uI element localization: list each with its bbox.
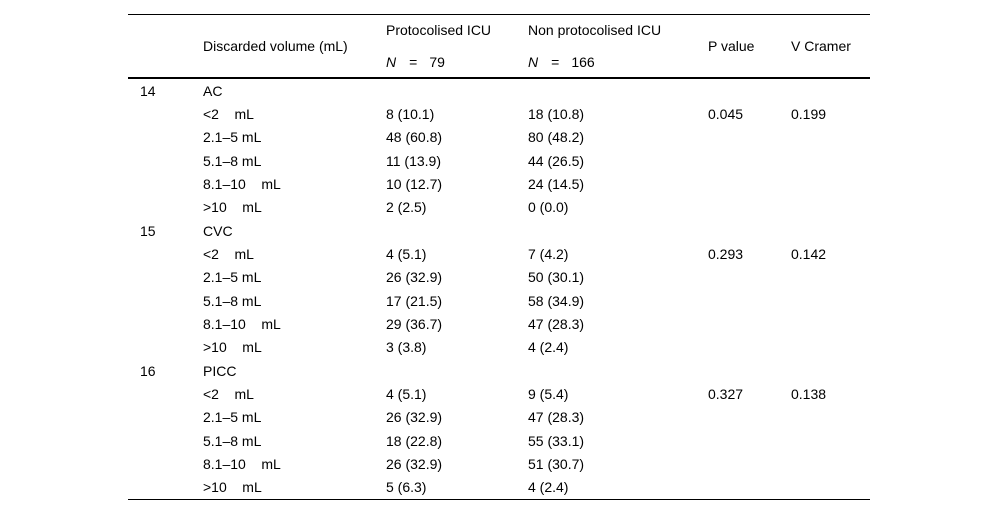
cell-nonproto: 55 (33.1) [528, 432, 585, 449]
cell-nonproto: 18 (10.8) [528, 105, 585, 122]
cell-label: <2 mL [203, 105, 254, 122]
cell-label: 5.1–8 mL [203, 292, 262, 309]
cell-proto: 2 (2.5) [386, 199, 427, 216]
cell-proto: 29 (36.7) [386, 315, 443, 332]
cell-proto: 26 (32.9) [386, 269, 443, 286]
col-header-p-value: P value [708, 15, 791, 77]
cell-proto: 4 (5.1) [386, 245, 427, 262]
cell-nonproto: 4 (2.4) [528, 479, 569, 496]
section-header-row: 15 CVC [128, 219, 870, 242]
table-row: <2 mL 8 (10.1) 18 (10.8) 0.045 0.199 [128, 102, 870, 125]
table-row: 8.1–10 mL 10 (12.7) 24 (14.5) [128, 172, 870, 195]
cell-v: 0.138 [791, 385, 827, 402]
cell-nonproto: 24 (14.5) [528, 175, 585, 192]
table-row: 8.1–10 mL 26 (32.9) 51 (30.7) [128, 452, 870, 475]
n-count: 166 [571, 54, 595, 70]
table-row: <2 mL 4 (5.1) 9 (5.4) 0.327 0.138 [128, 382, 870, 405]
cell-p: 0.327 [708, 385, 744, 402]
cell-label: 2.1–5 mL [203, 129, 262, 146]
p-value-header-label: P value [708, 38, 755, 54]
table-row: >10 mL 2 (2.5) 0 (0.0) [128, 196, 870, 219]
cell-nonproto: 51 (30.7) [528, 455, 585, 472]
cell-nonproto: 80 (48.2) [528, 129, 585, 146]
cell-label: 2.1–5 mL [203, 409, 262, 426]
section-header-row: 16 PICC [128, 359, 870, 382]
n-symbol: N [386, 54, 397, 70]
section-header-row: 14 AC [128, 79, 870, 102]
cell-num: 14 [140, 82, 156, 99]
col-header-row-number [128, 15, 203, 77]
table-body: 14 AC <2 mL 8 (10.1) 18 (10.8) 0.045 0.199 2.1–… [128, 79, 870, 500]
cell-nonproto: 47 (28.3) [528, 315, 585, 332]
cell-proto: 5 (6.3) [386, 479, 427, 496]
non-protocolised-n-line: N = 166 [528, 54, 595, 70]
protocolised-title: Protocolised ICU [386, 22, 492, 38]
cell-nonproto: 7 (4.2) [528, 245, 569, 262]
cell-label: <2 mL [203, 245, 254, 262]
cell-proto: 4 (5.1) [386, 385, 427, 402]
cell-label: 8.1–10 mL [203, 175, 281, 192]
cell-proto: 18 (22.8) [386, 432, 443, 449]
table-row: 8.1–10 mL 29 (36.7) 47 (28.3) [128, 312, 870, 335]
cell-proto: 26 (32.9) [386, 409, 443, 426]
cell-p: 0.293 [708, 245, 744, 262]
equals-sign: = [551, 54, 560, 70]
col-header-non-protocolised: Non protocolised ICU N = 166 [528, 15, 708, 77]
col-header-v-cramer: V Cramer [791, 15, 870, 77]
cell-label: 5.1–8 mL [203, 432, 262, 449]
table-row: >10 mL 5 (6.3) 4 (2.4) [128, 476, 870, 499]
n-symbol: N [528, 54, 539, 70]
non-protocolised-title: Non protocolised ICU [528, 22, 662, 38]
col-header-protocolised: Protocolised ICU N = 79 [386, 15, 528, 77]
cell-label: 2.1–5 mL [203, 269, 262, 286]
protocolised-n-line: N = 79 [386, 54, 445, 70]
cell-num: 15 [140, 222, 156, 239]
cell-nonproto: 4 (2.4) [528, 339, 569, 356]
cell-label: 5.1–8 mL [203, 152, 262, 169]
cell-label: >10 mL [203, 199, 262, 216]
cell-v: 0.142 [791, 245, 827, 262]
cell-proto: 10 (12.7) [386, 175, 443, 192]
cell-proto: 17 (21.5) [386, 292, 443, 309]
cell-proto: 3 (3.8) [386, 339, 427, 356]
cell-nonproto: 58 (34.9) [528, 292, 585, 309]
cell-label: >10 mL [203, 339, 262, 356]
cell-p: 0.045 [708, 105, 744, 122]
cell-nonproto: 0 (0.0) [528, 199, 569, 216]
statistics-table: Discarded volume (mL) Protocolised ICU N… [128, 14, 870, 500]
cell-label: PICC [203, 362, 237, 379]
v-cramer-header-label: V Cramer [791, 38, 851, 54]
n-count: 79 [429, 54, 445, 70]
table-row: 2.1–5 mL 48 (60.8) 80 (48.2) [128, 126, 870, 149]
table-row: 2.1–5 mL 26 (32.9) 47 (28.3) [128, 406, 870, 429]
table-row: <2 mL 4 (5.1) 7 (4.2) 0.293 0.142 [128, 242, 870, 265]
cell-label: 8.1–10 mL [203, 315, 281, 332]
table-row: 5.1–8 mL 18 (22.8) 55 (33.1) [128, 429, 870, 452]
cell-nonproto: 44 (26.5) [528, 152, 585, 169]
cell-num: 16 [140, 362, 156, 379]
cell-nonproto: 9 (5.4) [528, 385, 569, 402]
table-row: >10 mL 3 (3.8) 4 (2.4) [128, 336, 870, 359]
col-header-volume: Discarded volume (mL) [203, 15, 386, 77]
cell-label: <2 mL [203, 385, 254, 402]
table-header-row: Discarded volume (mL) Protocolised ICU N… [128, 14, 870, 79]
col-header-volume-label: Discarded volume (mL) [203, 38, 348, 54]
cell-label: AC [203, 82, 223, 99]
cell-v: 0.199 [791, 105, 827, 122]
equals-sign: = [409, 54, 418, 70]
table-row: 5.1–8 mL 17 (21.5) 58 (34.9) [128, 289, 870, 312]
cell-proto: 8 (10.1) [386, 105, 435, 122]
cell-label: CVC [203, 222, 233, 239]
cell-label: 8.1–10 mL [203, 455, 281, 472]
cell-nonproto: 50 (30.1) [528, 269, 585, 286]
table-row: 5.1–8 mL 11 (13.9) 44 (26.5) [128, 149, 870, 172]
cell-proto: 26 (32.9) [386, 455, 443, 472]
cell-nonproto: 47 (28.3) [528, 409, 585, 426]
cell-proto: 11 (13.9) [386, 152, 441, 169]
cell-label: >10 mL [203, 479, 262, 496]
cell-proto: 48 (60.8) [386, 129, 443, 146]
table-row: 2.1–5 mL 26 (32.9) 50 (30.1) [128, 266, 870, 289]
